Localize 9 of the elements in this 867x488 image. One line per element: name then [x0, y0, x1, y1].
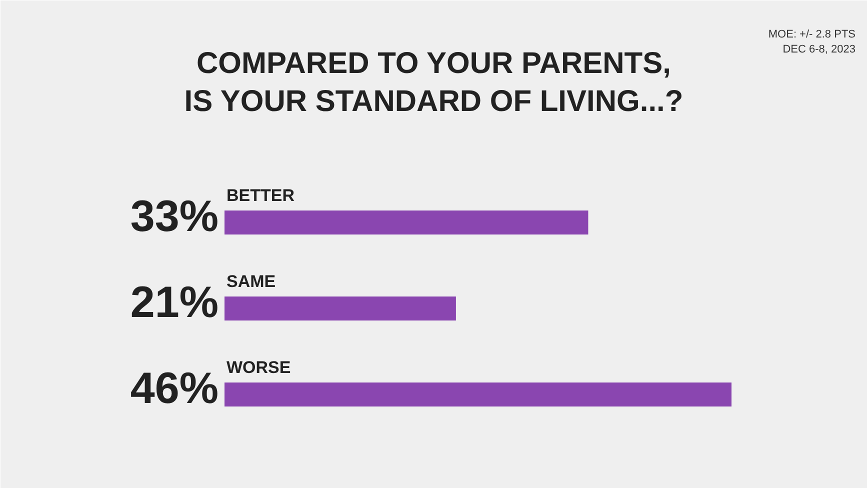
data-label: 46% [130, 364, 219, 413]
text: MOE: +/- 2.8 PTS [768, 28, 856, 40]
chart-title: COMPARED TO YOUR PARENTS, IS YOUR STANDARD OF LIVING...? [184, 47, 684, 118]
y-tick-label: WORSE [226, 358, 291, 377]
y-tick-label: SAME [226, 272, 276, 291]
text: DEC 6-8, 2023 [782, 44, 856, 56]
data-label: 21% [130, 278, 219, 327]
y-tick-label: BETTER [226, 186, 294, 205]
data-label: 33% [130, 192, 219, 241]
